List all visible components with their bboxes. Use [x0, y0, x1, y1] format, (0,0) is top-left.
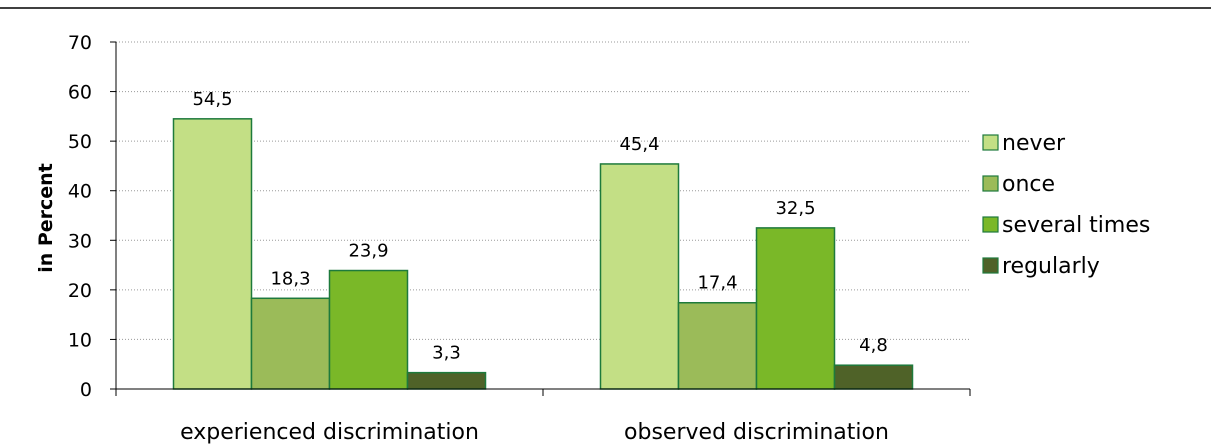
bar-regularly	[406, 371, 487, 390]
bar-regularly	[833, 364, 914, 390]
data-label: 18,3	[270, 268, 310, 289]
x-category-label: experienced discrimination	[180, 420, 479, 445]
axes: 0 10 20 30 40 50 60 70 experienced discriminatio…	[68, 32, 971, 445]
legend-swatch	[982, 175, 999, 192]
data-label: 54,5	[192, 89, 232, 110]
data-label: 4,8	[859, 335, 888, 356]
legend-swatch	[982, 134, 999, 151]
y-tick-label: 60	[68, 82, 92, 104]
bar-never	[599, 163, 680, 390]
y-tick-label: 0	[80, 379, 92, 401]
bar-once	[677, 301, 758, 390]
data-label: 23,9	[348, 241, 388, 262]
y-tick-label: 40	[68, 181, 92, 203]
y-tick-label: 50	[68, 131, 92, 153]
y-tick-label: 30	[68, 230, 92, 252]
data-label: 17,4	[697, 273, 737, 294]
legend-swatch	[982, 216, 999, 233]
legend-label: once	[1002, 172, 1055, 197]
legend-swatch	[982, 257, 999, 274]
y-tick-label: 10	[68, 329, 92, 351]
data-label: 45,4	[619, 134, 659, 155]
bar-once	[250, 297, 331, 390]
bar-several-times	[328, 269, 409, 390]
data-label: 32,5	[775, 198, 815, 219]
bars: 54,5 18,3 23,9 3,3 45,4 17,4 32,5 4,8	[172, 89, 914, 390]
legend-label: never	[1002, 131, 1066, 156]
y-tick-label: 70	[68, 32, 92, 54]
data-label: 3,3	[432, 343, 461, 364]
bar-never	[172, 118, 253, 390]
legend-label: several times	[1002, 213, 1150, 238]
bar-several-times	[755, 227, 836, 390]
y-tick-label: 20	[68, 280, 92, 302]
legend-label: regularly	[1002, 254, 1100, 279]
legend: never once several times regularly	[982, 131, 1150, 279]
x-category-label: observed discrimination	[624, 420, 889, 445]
y-axis-label: in Percent	[35, 163, 57, 273]
